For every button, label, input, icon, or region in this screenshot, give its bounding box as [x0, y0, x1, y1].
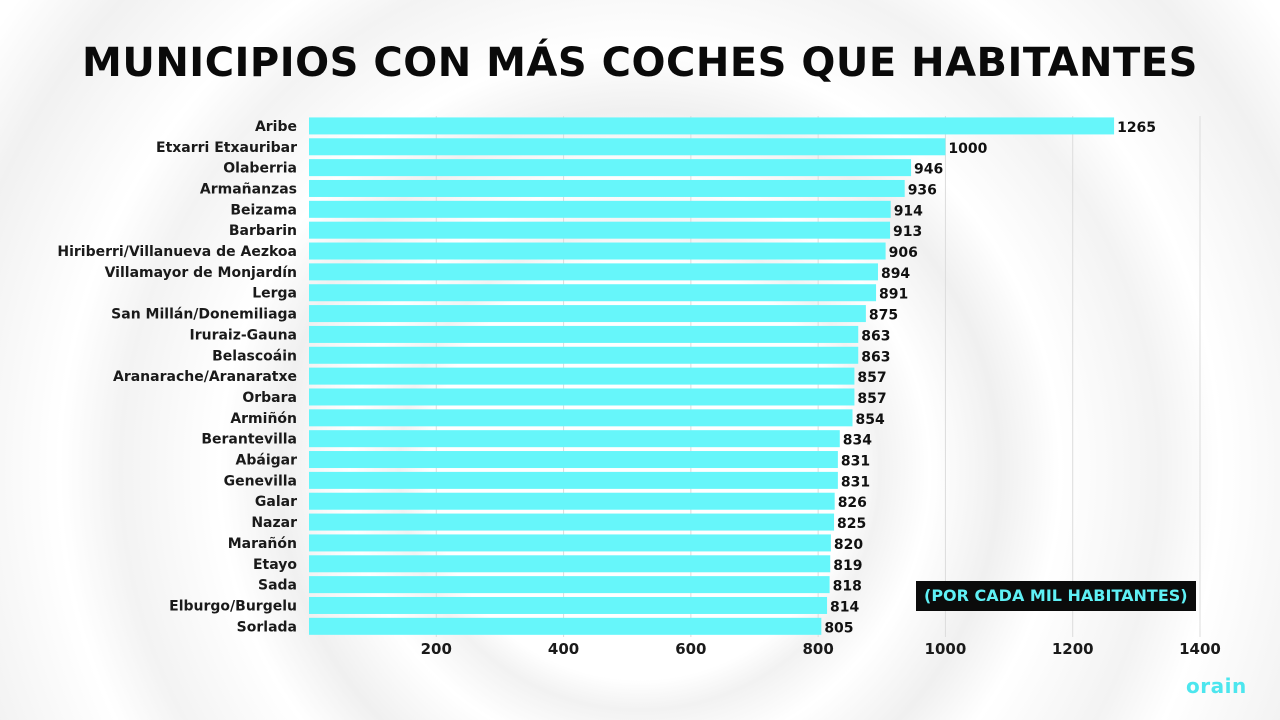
x-tick-label: 1200 — [1052, 640, 1094, 658]
bar — [309, 159, 912, 177]
data-label: 1265 — [1117, 120, 1156, 136]
bar — [309, 200, 891, 218]
bar — [309, 430, 840, 448]
category-label: Beizama — [230, 202, 297, 218]
category-label: Lerga — [252, 286, 297, 302]
bar — [309, 305, 866, 323]
category-label: Villamayor de Monjardín — [105, 265, 297, 281]
bar — [309, 284, 877, 302]
category-label: Armiñón — [230, 411, 297, 427]
bar — [309, 451, 838, 469]
data-label: 891 — [879, 287, 908, 303]
bar — [309, 367, 855, 385]
data-label: 863 — [861, 349, 890, 365]
bar — [309, 492, 835, 510]
category-label: Sada — [258, 578, 297, 594]
category-label: Genevilla — [224, 473, 297, 489]
data-label: 805 — [824, 620, 853, 636]
data-label: 1000 — [948, 141, 987, 157]
data-label: 820 — [834, 537, 863, 553]
unit-note: (POR CADA MIL HABITANTES) — [916, 581, 1196, 611]
x-tick-label: 200 — [421, 640, 452, 658]
bar — [309, 388, 855, 406]
x-tick-label: 600 — [675, 640, 706, 658]
x-tick-label: 800 — [802, 640, 833, 658]
bar — [309, 617, 822, 635]
category-label: Hiriberri/Villanueva de Aezkoa — [57, 244, 297, 260]
bars — [309, 117, 1115, 635]
category-label: Olaberria — [223, 161, 297, 177]
x-tick-label: 400 — [548, 640, 579, 658]
bar — [309, 263, 878, 281]
data-label: 906 — [889, 245, 918, 261]
data-label: 946 — [914, 162, 943, 178]
category-label: Etayo — [253, 557, 297, 573]
category-label: Marañón — [228, 536, 297, 552]
data-label: 913 — [893, 224, 922, 240]
category-label: Barbarin — [229, 223, 297, 239]
data-label: 854 — [856, 412, 885, 428]
data-label: 819 — [833, 558, 862, 574]
x-axis-ticks: 200 400 600 800 1000 1200 1400 — [421, 640, 1221, 658]
category-label: Orbara — [242, 390, 297, 406]
bar — [309, 409, 853, 427]
value-labels: 1265 1000 946 936 914 913 906 894 891 875 863 863 85… — [824, 120, 1156, 636]
category-label: Iruraiz-Gauna — [189, 327, 297, 343]
category-label: Galar — [255, 494, 297, 510]
data-label: 936 — [908, 182, 937, 198]
bar — [309, 117, 1115, 135]
bar — [309, 138, 946, 156]
category-label: Etxarri Etxauribar — [156, 140, 297, 156]
data-label: 818 — [833, 579, 862, 595]
data-label: 875 — [869, 308, 898, 324]
x-tick-label: 1400 — [1179, 640, 1221, 658]
category-label: Belascoáin — [212, 348, 297, 364]
bar — [309, 179, 905, 197]
category-label: Aribe — [255, 119, 297, 135]
chart-title: MUNICIPIOS CON MÁS COCHES QUE HABITANTES — [82, 40, 1198, 86]
bar — [309, 596, 828, 614]
data-label: 857 — [857, 370, 886, 386]
data-label: 825 — [837, 516, 866, 532]
category-label: Berantevilla — [201, 432, 297, 448]
data-label: 831 — [841, 454, 870, 470]
bar — [309, 513, 835, 531]
bar — [309, 325, 859, 343]
category-label: Abáigar — [236, 453, 298, 469]
bar — [309, 221, 891, 239]
x-tick-label: 1000 — [925, 640, 967, 658]
category-label: Sorlada — [237, 619, 297, 635]
category-label: Nazar — [251, 515, 297, 531]
bar — [309, 242, 886, 260]
data-label: 863 — [861, 328, 890, 344]
bar — [309, 471, 838, 489]
category-label: Elburgo/Burgelu — [169, 598, 297, 614]
bar — [309, 555, 831, 573]
data-label: 894 — [881, 266, 910, 282]
data-label: 834 — [843, 433, 872, 449]
data-label: 914 — [894, 203, 923, 219]
data-label: 814 — [830, 599, 859, 615]
brand-logo: orain — [1186, 674, 1247, 698]
bar — [309, 346, 859, 364]
data-label: 831 — [841, 474, 870, 490]
bar — [309, 576, 830, 594]
bar — [309, 534, 831, 552]
category-label: San Millán/Donemiliaga — [111, 307, 297, 323]
category-label: Aranarache/Aranaratxe — [113, 369, 297, 385]
category-label: Armañanzas — [200, 181, 297, 197]
category-labels: Aribe Etxarri Etxauribar Olaberria Armañanz… — [57, 119, 297, 635]
data-label: 857 — [857, 391, 886, 407]
data-label: 826 — [838, 495, 867, 511]
